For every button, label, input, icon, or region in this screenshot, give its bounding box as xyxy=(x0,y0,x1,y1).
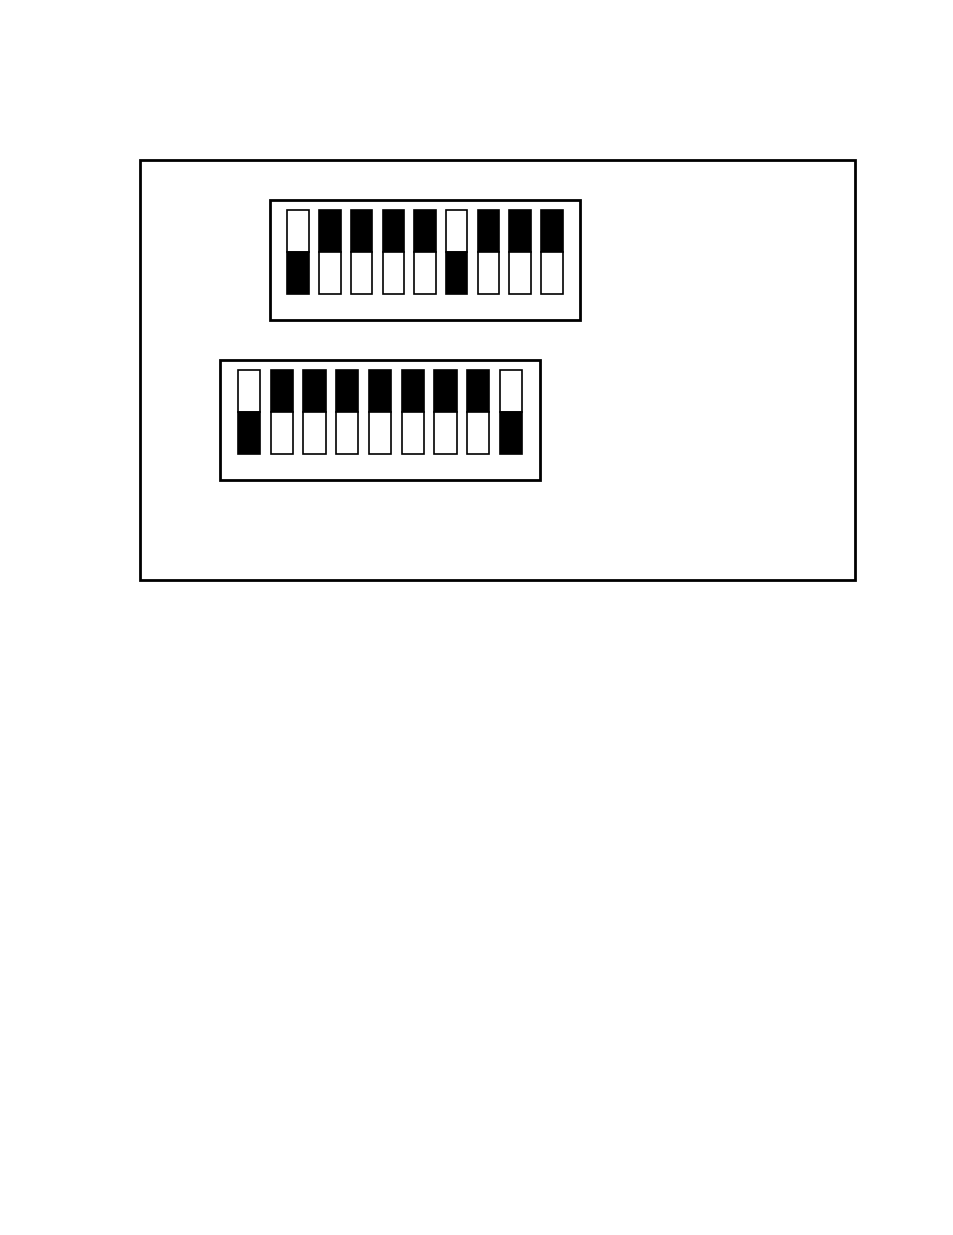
Bar xyxy=(335,412,358,454)
Bar xyxy=(382,210,404,252)
Bar xyxy=(270,200,579,320)
Bar xyxy=(303,369,325,412)
Bar xyxy=(434,412,456,454)
Bar xyxy=(220,359,539,480)
Bar xyxy=(238,412,260,454)
Bar xyxy=(351,210,372,252)
Bar xyxy=(271,369,293,412)
Bar xyxy=(271,412,293,454)
Bar xyxy=(401,412,423,454)
Bar xyxy=(401,369,423,412)
Bar xyxy=(540,210,562,252)
Bar xyxy=(509,210,530,252)
Bar xyxy=(369,369,391,412)
Bar xyxy=(369,412,391,454)
Bar xyxy=(499,369,521,412)
Bar xyxy=(287,210,309,252)
Bar xyxy=(414,210,436,252)
Bar xyxy=(434,369,456,412)
Bar xyxy=(382,252,404,294)
Bar xyxy=(477,252,498,294)
Bar xyxy=(445,210,467,252)
Bar xyxy=(467,412,489,454)
Bar xyxy=(238,369,260,412)
Bar xyxy=(414,252,436,294)
Bar xyxy=(287,252,309,294)
Bar xyxy=(335,369,358,412)
Bar xyxy=(319,210,340,252)
Bar xyxy=(540,252,562,294)
Bar xyxy=(445,252,467,294)
Bar xyxy=(509,252,530,294)
Bar xyxy=(303,412,325,454)
Bar xyxy=(319,252,340,294)
Bar xyxy=(140,161,854,580)
Bar xyxy=(477,210,498,252)
Bar xyxy=(499,412,521,454)
Bar xyxy=(467,369,489,412)
Bar xyxy=(351,252,372,294)
